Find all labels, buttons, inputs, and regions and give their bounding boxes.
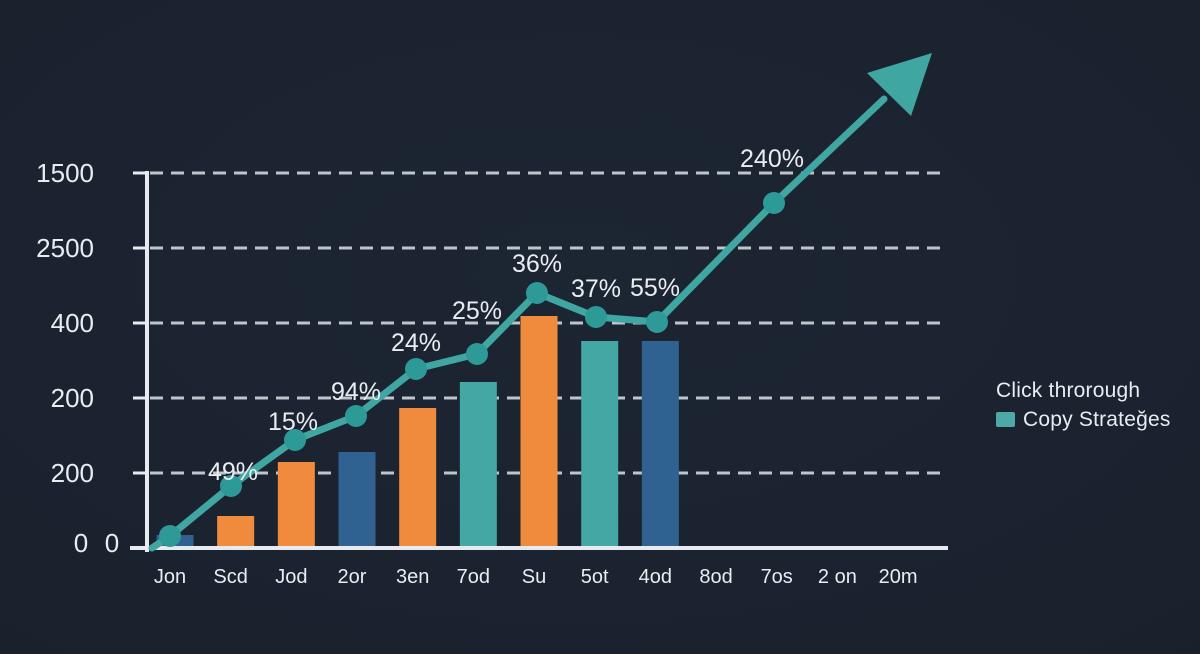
bar-5ot [581,341,619,546]
y-tick-label: 200 [51,383,94,413]
point-label: 37% [571,275,621,303]
legend-label-copy-strategies: Copy Strateğes [1023,408,1171,431]
bar-7od [459,382,497,546]
x-tick-label: Jon [154,566,186,588]
point-label: 49% [208,458,258,486]
legend-row-copy-strategies: Copy Strateğes [996,405,1171,434]
x-tick-label: Jod [275,566,307,588]
trend-dot [526,282,548,304]
trend-line [148,95,888,552]
point-label: 25% [452,297,502,325]
point-label: 24% [391,329,441,357]
arrow-head-icon [867,53,932,116]
y-tick-label: 1500 [36,158,94,188]
trend-dot [646,311,668,333]
point-label: 55% [630,274,680,302]
trend-dot [466,343,488,365]
trend-dot [284,429,306,451]
legend-row-click-through: Click throrough [996,376,1171,405]
bar-Jod [277,462,315,546]
point-label: 240% [740,145,804,173]
y-tick-label: 200 [51,458,94,488]
y-origin-label: 0 [105,528,119,558]
x-tick-label: 2 on [818,566,857,588]
bar-Su [520,316,558,546]
x-tick-label: 4od [639,566,672,588]
y-origin-label: 0 [74,528,88,558]
x-tick-label: 3en [396,566,429,588]
point-label: 15% [268,408,318,436]
x-tick-label: Scd [213,566,247,588]
legend-label-click-through: Click throrough [996,379,1141,402]
legend: Click throrough Copy Strateğes [996,376,1171,434]
trend-dot [345,405,367,427]
trend-dot [159,525,181,547]
bar-4od [641,341,679,546]
trend-dot [405,358,427,380]
point-label: 94% [331,378,381,406]
x-tick-label: 8od [699,566,732,588]
y-tick-label: 2500 [36,233,94,263]
trend-dot [763,192,785,214]
x-tick-label: 5ot [581,566,609,588]
x-tick-label: 2or [338,566,367,588]
point-label: 36% [512,250,562,278]
legend-swatch-icon [996,412,1015,427]
x-tick-label: 7od [457,566,490,588]
x-tick-label: 7os [761,566,793,588]
trend-dot [585,306,607,328]
bar-2or [338,452,376,546]
x-tick-label: Su [522,566,546,588]
bar-3en [399,408,437,546]
y-tick-label: 400 [51,308,94,338]
bar-Scd [217,516,255,546]
trend-dot [220,475,242,497]
x-tick-label: 20m [879,566,918,588]
